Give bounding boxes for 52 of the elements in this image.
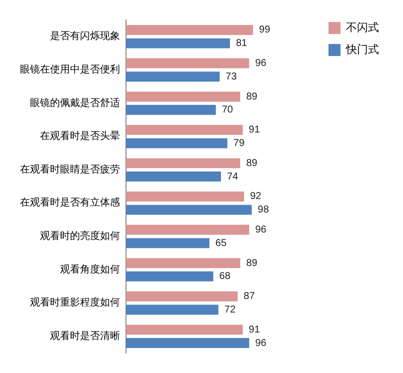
y-tick-label: 观看时是否清晰 — [50, 330, 120, 342]
data-label: 92 — [250, 191, 262, 202]
y-tick-label: 在观看时是否头晕 — [40, 130, 120, 142]
bar — [126, 104, 216, 115]
data-label: 91 — [248, 324, 260, 336]
data-label: 89 — [246, 91, 258, 102]
data-label: 65 — [215, 238, 227, 249]
data-label: 98 — [258, 204, 270, 216]
bar — [126, 338, 250, 348]
data-label: 91 — [248, 124, 260, 136]
data-label: 96 — [255, 58, 267, 70]
data-label: 73 — [226, 71, 238, 82]
y-tick-label: 观看角度如何 — [60, 263, 120, 276]
legend-label: 不闪式 — [346, 20, 379, 34]
bar — [126, 92, 240, 102]
bar — [126, 324, 243, 335]
y-tick-label: 眼镜的佩戴是否舒适 — [30, 96, 120, 109]
y-tick-label: 眼镜在使用中是否便利 — [20, 64, 120, 76]
data-label: 99 — [259, 24, 271, 36]
bar — [126, 224, 250, 235]
bar — [126, 291, 238, 302]
bar — [126, 271, 214, 282]
data-label: 89 — [246, 258, 258, 269]
data-label: 96 — [255, 224, 267, 236]
y-tick-label: 是否有闪烁现象 — [50, 30, 120, 42]
bar — [126, 138, 228, 148]
y-tick-label: 观看时重影程度如何 — [30, 296, 120, 309]
data-label: 72 — [224, 304, 236, 316]
bar — [126, 24, 254, 35]
data-label: 74 — [226, 171, 239, 182]
bar — [126, 38, 230, 48]
bar — [126, 124, 243, 135]
data-label: 96 — [255, 338, 267, 349]
data-label: 89 — [246, 158, 258, 169]
bar — [126, 258, 240, 268]
bar — [126, 304, 218, 315]
bar — [126, 158, 240, 168]
legend-label: 快门式 — [345, 42, 379, 56]
bar — [126, 191, 244, 202]
bar — [126, 58, 250, 68]
y-tick-label: 在观看时是否有立体感 — [20, 196, 120, 209]
data-label: 79 — [233, 138, 245, 149]
data-label: 70 — [222, 104, 234, 116]
data-label: 87 — [244, 291, 256, 302]
data-label: 81 — [236, 38, 248, 50]
bar — [126, 204, 252, 215]
data-label: 68 — [219, 271, 231, 282]
y-tick-label: 在观看时眼睛是否疲劳 — [20, 163, 120, 176]
y-tick-label: 观看时的亮度如何 — [40, 230, 120, 242]
bar — [126, 238, 210, 248]
bar — [126, 172, 221, 182]
bar — [126, 72, 220, 82]
